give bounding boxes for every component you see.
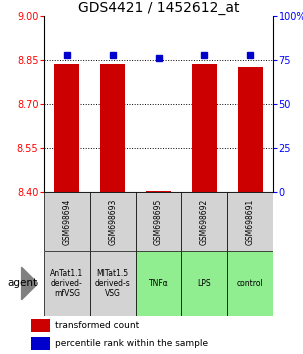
Text: AnTat1.1
derived-
mfVSG: AnTat1.1 derived- mfVSG [50,269,84,298]
Bar [90,192,136,251]
Text: agent: agent [8,279,38,289]
Text: TNFα: TNFα [149,279,168,288]
Bar [181,251,227,316]
Bar [100,63,125,192]
Text: GSM698695: GSM698695 [154,198,163,245]
Text: GSM698693: GSM698693 [108,198,117,245]
Text: percentile rank within the sample: percentile rank within the sample [55,339,208,348]
Text: transformed count: transformed count [55,321,139,330]
Text: GSM698694: GSM698694 [62,198,72,245]
Bar [227,192,273,251]
Text: GSM698691: GSM698691 [246,198,255,245]
Bar [227,251,273,316]
Bar [44,251,90,316]
Bar [136,251,181,316]
Bar [54,64,79,192]
Bar [32,337,50,350]
Polygon shape [22,267,38,300]
Text: GSM698692: GSM698692 [200,198,209,245]
Bar [192,64,217,192]
Bar [44,192,90,251]
Text: control: control [237,279,264,288]
Bar [90,251,136,316]
Text: MITat1.5
derived-s
VSG: MITat1.5 derived-s VSG [95,269,131,298]
Bar [136,192,181,251]
Bar [181,192,227,251]
Text: LPS: LPS [198,279,211,288]
Title: GDS4421 / 1452612_at: GDS4421 / 1452612_at [78,1,239,15]
Bar [238,67,263,192]
Bar [32,319,50,332]
